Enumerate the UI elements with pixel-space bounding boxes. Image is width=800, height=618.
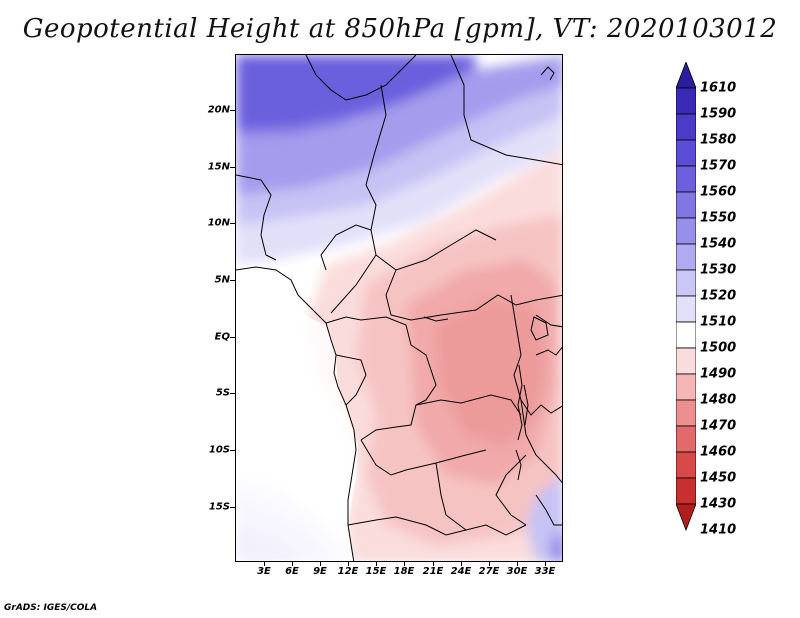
lon-tick — [264, 562, 265, 566]
lon-tick — [292, 562, 293, 566]
lon-tick — [320, 562, 321, 566]
colorbar-swatch — [676, 347, 696, 375]
colorbar-swatch — [676, 165, 696, 193]
colorbar-label: 1570 — [700, 158, 737, 174]
lon-label-27e: 27E — [478, 566, 500, 577]
lat-tick — [230, 223, 235, 224]
lon-label-12e: 12E — [337, 566, 359, 577]
lat-label-20n: 20N — [207, 104, 230, 116]
height-field-map — [236, 55, 562, 561]
lat-label-15n: 15N — [207, 161, 230, 173]
lat-tick — [230, 450, 235, 451]
colorbar-label: 1510 — [700, 314, 737, 330]
colorbar-label: 1430 — [700, 496, 737, 512]
colorbar-swatch — [676, 139, 696, 167]
colorbar-swatch — [676, 399, 696, 427]
lon-label-3e: 3E — [257, 566, 271, 577]
colorbar-label: 1520 — [700, 288, 737, 304]
lon-label-18e: 18E — [393, 566, 415, 577]
lon-label-33e: 33E — [534, 566, 556, 577]
colorbar-swatch — [676, 87, 696, 115]
colorbar-label: 1470 — [700, 418, 737, 434]
colorbar-swatch — [676, 373, 696, 401]
colorbar-label: 1590 — [700, 106, 737, 122]
grads-credit: GrADS: IGES/COLA — [4, 603, 98, 613]
colorbar-swatch — [676, 425, 696, 453]
colorbar-label: 1450 — [700, 470, 737, 486]
colorbar-label: 1500 — [700, 340, 737, 356]
colorbar-top-arrow — [676, 62, 696, 89]
lat-tick — [230, 393, 235, 394]
colorbar-swatch — [676, 321, 696, 349]
lon-label-30e: 30E — [506, 566, 528, 577]
colorbar-swatch — [676, 217, 696, 245]
lon-tick — [376, 562, 377, 566]
lon-tick — [517, 562, 518, 566]
lon-label-9e: 9E — [313, 566, 327, 577]
colorbar-label: 1580 — [700, 132, 737, 148]
lat-label-15s: 15S — [208, 501, 230, 513]
lat-tick — [230, 167, 235, 168]
lat-label-5s: 5S — [215, 387, 230, 399]
colorbar-label: 1410 — [700, 522, 737, 538]
lat-label-eq: EQ — [214, 331, 230, 343]
colorbar-label: 1550 — [700, 210, 737, 226]
lat-label-5n: 5N — [214, 274, 230, 286]
lon-label-15e: 15E — [365, 566, 387, 577]
lon-tick — [461, 562, 462, 566]
colorbar-swatch — [676, 477, 696, 505]
lon-label-21e: 21E — [422, 566, 444, 577]
lon-tick — [545, 562, 546, 566]
colorbar-label: 1610 — [700, 80, 737, 96]
lon-tick — [433, 562, 434, 566]
lon-tick — [348, 562, 349, 566]
colorbar-swatch — [676, 191, 696, 219]
colorbar-label: 1560 — [700, 184, 737, 200]
colorbar-label: 1490 — [700, 366, 737, 382]
lon-tick — [404, 562, 405, 566]
colorbar-swatch — [676, 451, 696, 479]
colorbar-label: 1480 — [700, 392, 737, 408]
lat-tick — [230, 507, 235, 508]
lat-tick — [230, 337, 235, 338]
colorbar-bottom-arrow — [676, 503, 696, 532]
map-panel — [235, 54, 563, 562]
lat-label-10s: 10S — [208, 444, 230, 456]
colorbar-label: 1460 — [700, 444, 737, 460]
lon-label-24e: 24E — [450, 566, 472, 577]
lon-tick — [489, 562, 490, 566]
colorbar-swatch — [676, 243, 696, 271]
colorbar — [676, 62, 696, 532]
lon-label-6e: 6E — [285, 566, 299, 577]
colorbar-swatch — [676, 269, 696, 297]
chart-title: Geopotential Height at 850hPa [gpm], VT:… — [22, 14, 778, 44]
lat-tick — [230, 110, 235, 111]
colorbar-label: 1540 — [700, 236, 737, 252]
colorbar-swatch — [676, 113, 696, 141]
lat-label-10n: 10N — [207, 217, 230, 229]
colorbar-label: 1530 — [700, 262, 737, 278]
colorbar-swatch — [676, 295, 696, 323]
lat-tick — [230, 280, 235, 281]
